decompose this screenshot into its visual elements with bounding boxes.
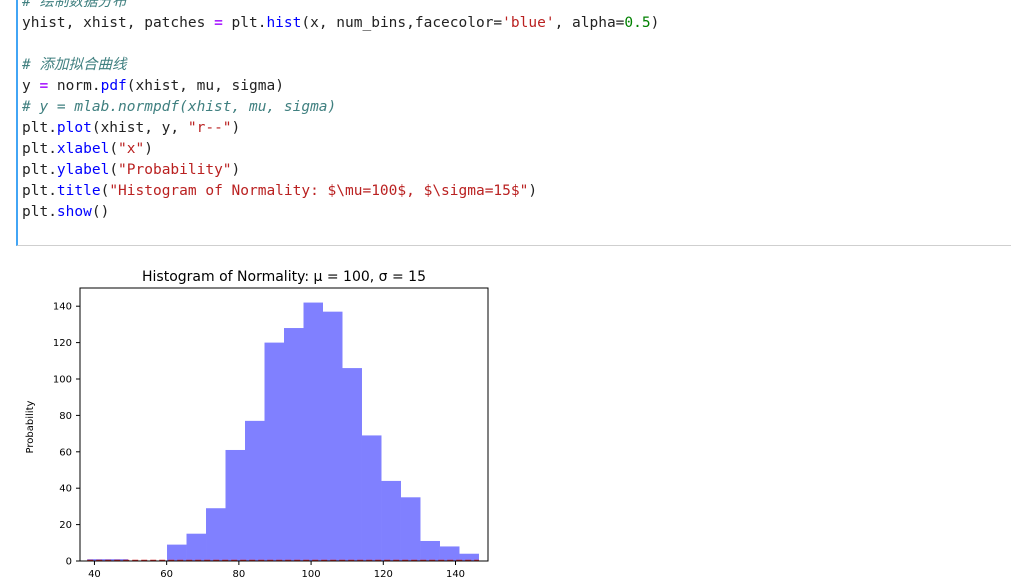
chart-title: Histogram of Normality: μ = 100, σ = 15 xyxy=(142,269,426,285)
code-cell[interactable] xyxy=(16,0,1011,246)
code-token: plt. xyxy=(22,120,57,136)
code-token: 'blue' xyxy=(502,15,555,31)
code-token: (xhist, y, xyxy=(91,120,188,136)
code-line: # y = mlab.normpdf(xhist, mu, sigma) xyxy=(22,97,1002,118)
code-token: plot xyxy=(56,120,92,136)
code-token: y xyxy=(22,78,40,94)
code-line: plt.ylabel("Probability") xyxy=(22,160,1002,181)
code-token: plt. xyxy=(22,141,57,157)
histogram-bar xyxy=(342,368,362,561)
code-line: y = norm.pdf(xhist, mu, sigma) xyxy=(22,76,1002,97)
y-axis-label: Probability xyxy=(25,400,36,453)
histogram-bar xyxy=(206,508,226,561)
code-token: title xyxy=(56,183,101,199)
code-line xyxy=(22,34,1002,55)
code-token: norm. xyxy=(48,78,101,94)
y-tick-label: 80 xyxy=(59,411,72,422)
code-token: "Histogram of Normality: $\mu=100$, $\si… xyxy=(109,183,529,199)
histogram-bar xyxy=(439,546,460,561)
y-tick-label: 140 xyxy=(53,302,72,313)
plot-frame xyxy=(79,287,489,562)
x-tick-label: 40 xyxy=(88,569,101,580)
histogram-bar xyxy=(245,420,265,561)
code-token: = xyxy=(214,15,223,31)
code-line: plt.title("Histogram of Normality: $\mu=… xyxy=(22,181,1002,202)
histogram-bar xyxy=(420,540,440,561)
code-token: plt. xyxy=(22,204,57,220)
code-line: plt.plot(xhist, y, "r--") xyxy=(22,118,1002,139)
code-token: ( xyxy=(109,162,119,178)
code-comment: # y = mlab.normpdf(xhist, mu, sigma) xyxy=(22,99,337,115)
code-token: show xyxy=(56,204,92,220)
x-tick-label: 60 xyxy=(160,569,173,580)
code-token: "Probability" xyxy=(118,162,232,178)
code-token: plt. xyxy=(222,15,267,31)
code-token: xlabel xyxy=(56,141,110,157)
y-tick-label: 40 xyxy=(59,484,72,495)
x-tick-label: 140 xyxy=(446,569,465,580)
code-token: (x, num_bins,facecolor= xyxy=(301,15,503,31)
code-comment: # 添加拟合曲线 xyxy=(22,57,127,73)
code-token: , alpha= xyxy=(554,15,625,31)
code-line: # 添加拟合曲线 xyxy=(22,55,1002,76)
code-line: plt.show() xyxy=(22,202,1002,223)
histogram-bar xyxy=(167,544,187,561)
histogram-bar xyxy=(186,533,207,561)
code-token: "x" xyxy=(118,141,145,157)
histogram-bar xyxy=(459,553,479,561)
code-token: ylabel xyxy=(56,162,110,178)
code-token: yhist, xhist, patches xyxy=(22,15,215,31)
x-tick-label: 80 xyxy=(233,569,246,580)
code-token: ) xyxy=(650,15,660,31)
code-line: yhist, xhist, patches = plt.hist(x, num_… xyxy=(22,13,1002,34)
y-tick-label: 0 xyxy=(66,557,72,568)
histogram-bar xyxy=(381,480,401,561)
histogram-bar xyxy=(400,497,421,561)
x-tick-label: 120 xyxy=(374,569,393,580)
y-tick-label: 60 xyxy=(59,447,72,458)
histogram-chart: 40 60 80 100 120 140 0 20 40 60 80 100 120 140 Histo… xyxy=(25,269,489,580)
code-token: pdf xyxy=(100,78,127,94)
code-token: (xhist, mu, sigma) xyxy=(126,78,284,94)
y-tick-label: 20 xyxy=(59,520,72,531)
code-token: ) xyxy=(231,162,241,178)
code-token: plt. xyxy=(22,162,57,178)
code-editor[interactable]: # 绘制数据分布 yhist, xhist, patches = plt.hist… xyxy=(22,0,1002,223)
histogram-bar xyxy=(264,342,284,561)
code-token: ( xyxy=(109,141,119,157)
code-token: = xyxy=(39,78,49,94)
code-token: () xyxy=(91,204,110,220)
histogram-bar xyxy=(322,311,343,561)
y-tick-label: 100 xyxy=(53,375,72,386)
code-token: ( xyxy=(100,183,110,199)
code-line: plt.xlabel("x") xyxy=(22,139,1002,160)
code-token: 0.5 xyxy=(624,15,651,31)
histogram-bar xyxy=(284,328,304,561)
code-token: ) xyxy=(144,141,153,157)
code-comment: # 绘制数据分布 xyxy=(22,0,127,10)
code-token: hist xyxy=(266,15,302,31)
histogram-bar xyxy=(303,302,323,561)
code-token: "r--" xyxy=(187,120,232,136)
code-token: ) xyxy=(231,120,241,136)
y-tick-label: 120 xyxy=(53,338,72,349)
histogram-bar xyxy=(225,449,246,561)
histogram-bar xyxy=(361,435,382,561)
code-token: plt. xyxy=(22,183,57,199)
cell-output: 40 60 80 100 120 140 0 20 40 60 80 100 120 140 Histo… xyxy=(18,262,498,584)
code-token: ) xyxy=(528,183,538,199)
x-tick-label: 100 xyxy=(302,569,321,580)
code-line: # 绘制数据分布 xyxy=(22,0,1002,13)
